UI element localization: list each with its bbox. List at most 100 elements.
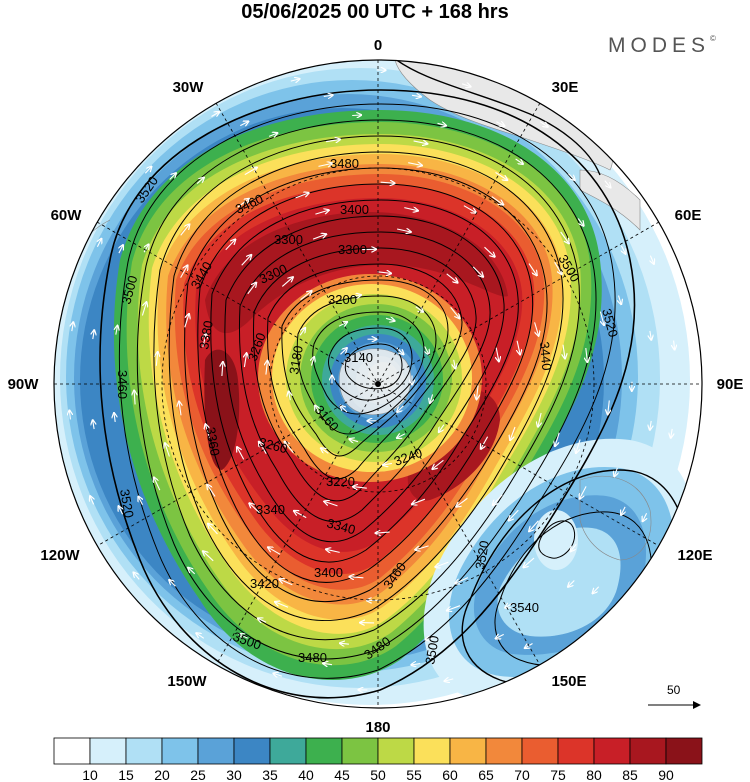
colorbar-swatch bbox=[521, 737, 559, 765]
wind-vector bbox=[415, 306, 423, 312]
wind-vector bbox=[450, 306, 460, 318]
wind-vector bbox=[621, 506, 625, 515]
wind-vector bbox=[568, 173, 575, 180]
contour-label: 3520 bbox=[599, 307, 621, 339]
wind-vector bbox=[425, 346, 429, 355]
contour-label: 3300 bbox=[274, 232, 303, 247]
wind-vector bbox=[528, 263, 537, 276]
wind-vector bbox=[493, 494, 503, 505]
wind-vector bbox=[376, 532, 390, 533]
contour-label: 3140 bbox=[344, 350, 373, 365]
wind-vector bbox=[134, 572, 140, 580]
contour-label: 3460 bbox=[115, 370, 130, 399]
wind-vector bbox=[326, 549, 340, 552]
wind-vector bbox=[119, 245, 123, 254]
lon-label-90e: 90E bbox=[717, 376, 744, 393]
wind-vector bbox=[222, 362, 223, 377]
wind-vector bbox=[463, 205, 476, 213]
colorbar-swatch bbox=[413, 737, 451, 765]
wind-vector bbox=[481, 436, 489, 449]
wind-vector bbox=[312, 234, 326, 240]
wind-vector bbox=[340, 348, 347, 355]
colorbar-label: 35 bbox=[262, 767, 278, 782]
wind-vector bbox=[430, 394, 433, 403]
wind-vector bbox=[188, 568, 196, 575]
wind-vector bbox=[258, 618, 267, 622]
wind-vector bbox=[496, 122, 504, 126]
lon-label-120w: 120W bbox=[40, 547, 80, 564]
wind-vector bbox=[315, 210, 328, 215]
lon-label-30e: 30E bbox=[552, 79, 579, 96]
wind-vector bbox=[509, 509, 519, 520]
wind-vector bbox=[671, 428, 673, 438]
wind-vector bbox=[93, 330, 94, 340]
wind-vector bbox=[294, 511, 307, 519]
wind-vector bbox=[517, 340, 520, 355]
contour-label: 3440 bbox=[537, 341, 554, 371]
wind-vector bbox=[323, 663, 333, 664]
lon-label-60w: 60W bbox=[51, 207, 83, 224]
colorbar-label: 40 bbox=[298, 767, 314, 782]
wind-vector bbox=[495, 171, 508, 180]
wind-vector bbox=[383, 463, 392, 465]
map-title: 05/06/2025 00 UTC + 168 hrs bbox=[241, 1, 509, 23]
lon-label-60e: 60E bbox=[675, 207, 702, 224]
colorbar-label: 70 bbox=[514, 767, 530, 782]
contour-label: 3400 bbox=[314, 565, 343, 580]
colorbar-label: 85 bbox=[622, 767, 638, 782]
wind-vector bbox=[496, 634, 504, 638]
wind-vector bbox=[295, 193, 309, 199]
wind-vector bbox=[180, 224, 190, 236]
wind-vector bbox=[461, 84, 471, 87]
colorbar-label: 50 bbox=[370, 767, 386, 782]
wind-vector bbox=[477, 385, 479, 399]
wind-vector bbox=[203, 333, 206, 348]
wind-vector bbox=[445, 679, 454, 681]
colorbar-label: 10 bbox=[82, 767, 98, 782]
wind-vector bbox=[244, 168, 257, 176]
wind-vector bbox=[324, 501, 338, 507]
wind-vector bbox=[408, 163, 422, 166]
vector-reference-label: 50 bbox=[667, 683, 681, 697]
lon-label-180: 180 bbox=[365, 719, 390, 736]
colorbar-label: 65 bbox=[478, 767, 494, 782]
contour-label: 3520 bbox=[117, 488, 137, 519]
wind-vector bbox=[586, 348, 588, 362]
wind-vector bbox=[323, 95, 333, 96]
wind-vector bbox=[608, 400, 610, 414]
wind-vector bbox=[169, 580, 176, 587]
wind-vector bbox=[614, 467, 617, 477]
wind-vector bbox=[484, 246, 495, 257]
wind-vector bbox=[380, 182, 395, 183]
wind-vector bbox=[455, 577, 469, 584]
wind-vector bbox=[447, 605, 461, 611]
colorbar-swatch bbox=[377, 737, 415, 765]
wind-vector bbox=[326, 139, 340, 141]
wind-vector bbox=[411, 95, 421, 96]
brand-mark: © bbox=[710, 34, 716, 43]
wind-vector bbox=[446, 273, 458, 283]
wind-vector bbox=[72, 322, 74, 332]
wind-vector bbox=[456, 497, 468, 506]
contour-label: 3500 bbox=[118, 274, 140, 306]
lon-label-90w: 90W bbox=[8, 376, 40, 393]
wind-vector bbox=[208, 524, 218, 535]
contour-label: 3500 bbox=[422, 634, 442, 665]
colorbar-label: 25 bbox=[190, 767, 206, 782]
brand-logo: MODES© bbox=[608, 34, 716, 58]
wind-vector bbox=[563, 344, 565, 359]
wind-vector bbox=[425, 638, 435, 640]
colorbar-label: 90 bbox=[658, 767, 674, 782]
contour-label: 3300 bbox=[338, 242, 367, 257]
contour-label: 3360 bbox=[203, 426, 223, 457]
colorbar-swatch bbox=[593, 737, 631, 765]
contour-label: 3220 bbox=[326, 474, 355, 489]
wind-vector bbox=[90, 496, 94, 505]
wind-vector bbox=[349, 439, 359, 442]
wind-vector bbox=[412, 498, 426, 504]
colorbar-swatch bbox=[197, 737, 235, 765]
wind-vector bbox=[539, 121, 548, 127]
wind-vector bbox=[555, 432, 560, 446]
wind-vector bbox=[299, 328, 305, 336]
colorbar-swatch bbox=[161, 737, 199, 765]
